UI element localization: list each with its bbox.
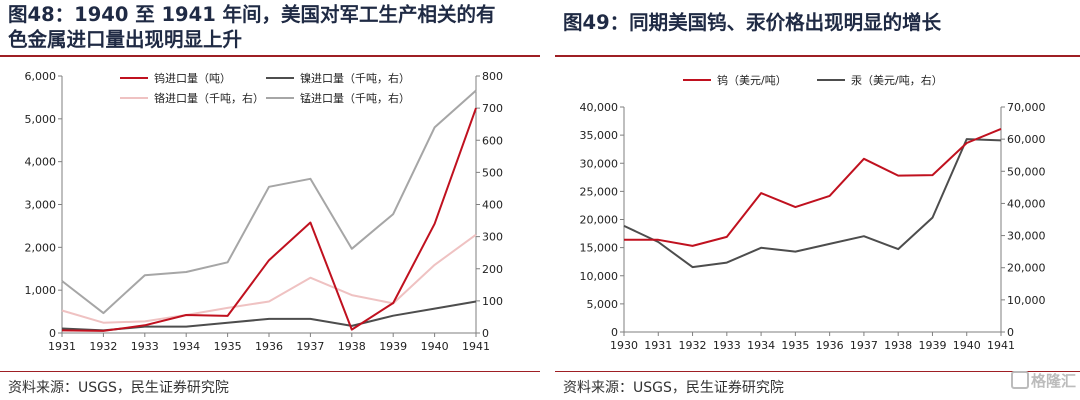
left-series-line-4 bbox=[61, 89, 477, 315]
watermark: 格隆汇 bbox=[1010, 370, 1076, 391]
left-figure-panel: 图48：1940 至 1941 年间，美国对军工生产相关的有 色金属进口量出现明… bbox=[0, 2, 540, 396]
right-x-tick-label: 1931 bbox=[644, 339, 672, 352]
left-right-tick-label: 300 bbox=[482, 231, 503, 244]
right-left-tick-label: 35,000 bbox=[580, 129, 619, 142]
left-title-rule bbox=[0, 55, 540, 57]
left-series-line-2 bbox=[61, 300, 477, 332]
right-left-tick-label: 30,000 bbox=[580, 157, 619, 170]
left-left-tick-label: 4,000 bbox=[25, 156, 57, 169]
left-x-tick-label: 1933 bbox=[131, 340, 159, 353]
watermark-text: 格隆汇 bbox=[1030, 372, 1076, 390]
right-x-tick-label: 1932 bbox=[679, 339, 707, 352]
left-figure-title: 图48：1940 至 1941 年间，美国对军工生产相关的有 色金属进口量出现明… bbox=[8, 2, 496, 52]
right-x-tick-label: 1936 bbox=[816, 339, 844, 352]
left-x-tick-label: 1936 bbox=[255, 340, 283, 353]
right-chart: 0 5,000 10,000 15,000 20,000 25,000 30,000 35,0… bbox=[580, 73, 1046, 352]
left-legend-label-2: 镍进口量（千吨，右） bbox=[300, 71, 410, 85]
right-right-tick-label: 30,000 bbox=[1007, 230, 1046, 243]
left-legend-label-4: 锰进口量（千吨，右） bbox=[300, 91, 410, 105]
right-left-tick-label: 25,000 bbox=[580, 185, 619, 198]
left-title-line2: 色金属进口量出现明显上升 bbox=[8, 28, 243, 51]
right-figure-title: 图49：同期美国钨、汞价格出现明显的增长 bbox=[563, 11, 942, 34]
right-series-line-1 bbox=[624, 127, 1002, 247]
left-source: 资料来源：USGS，民生证券研究院 bbox=[8, 380, 229, 396]
left-series-line-3 bbox=[61, 233, 477, 324]
right-series-line-2 bbox=[623, 138, 1002, 269]
left-x-tick-label: 1940 bbox=[421, 340, 449, 353]
left-left-tick-label: 2,000 bbox=[25, 241, 57, 254]
left-right-tick-label: 200 bbox=[482, 263, 503, 276]
right-left-tick-label: 15,000 bbox=[580, 242, 619, 255]
left-right-tick-label: 700 bbox=[482, 102, 503, 115]
left-right-tick-label: 800 bbox=[482, 70, 503, 83]
right-right-tick-label: 20,000 bbox=[1007, 262, 1046, 275]
right-x-tick-label: 1938 bbox=[884, 339, 912, 352]
left-x-tick-label: 1937 bbox=[296, 340, 324, 353]
left-left-tick-label: 1,000 bbox=[25, 284, 57, 297]
right-x-tick-label: 1940 bbox=[953, 339, 981, 352]
left-left-tick-label: 6,000 bbox=[25, 70, 57, 83]
left-x-tick-label: 1938 bbox=[338, 340, 366, 353]
left-legend-label-1: 钨进口量（吨） bbox=[154, 72, 231, 85]
right-x-tick-label: 1935 bbox=[781, 339, 809, 352]
left-legend-label-3: 铬进口量（千吨，右） bbox=[154, 91, 264, 105]
right-x-tick-label: 1937 bbox=[850, 339, 878, 352]
right-x-tick-label: 1941 bbox=[987, 339, 1015, 352]
right-right-tick-label: 60,000 bbox=[1007, 133, 1046, 146]
right-source-rule bbox=[555, 371, 1080, 372]
right-x-tick-label: 1930 bbox=[610, 339, 638, 352]
left-right-tick-label: 500 bbox=[482, 166, 503, 179]
left-x-tick-label: 1934 bbox=[172, 340, 200, 353]
right-legend-label-2: 汞（美元/吨，右） bbox=[851, 73, 943, 87]
right-left-tick-label: 0 bbox=[611, 326, 618, 339]
left-right-tick-label: 600 bbox=[482, 134, 503, 147]
right-left-tick-label: 5,000 bbox=[587, 298, 619, 311]
right-right-tick-label: 50,000 bbox=[1007, 165, 1046, 178]
left-left-tick-label: 5,000 bbox=[25, 113, 57, 126]
left-right-tick-label: 400 bbox=[482, 199, 503, 212]
left-title-line1: 图48：1940 至 1941 年间，美国对军工生产相关的有 bbox=[8, 3, 496, 26]
left-x-tick-label: 1941 bbox=[462, 340, 490, 353]
left-right-tick-label: 0 bbox=[482, 327, 489, 340]
left-x-tick-label: 1931 bbox=[48, 340, 76, 353]
right-right-tick-label: 70,000 bbox=[1007, 101, 1046, 114]
right-left-tick-label: 40,000 bbox=[580, 101, 619, 114]
right-title-rule bbox=[555, 55, 1080, 57]
left-left-tick-label: 3,000 bbox=[25, 199, 57, 212]
right-x-tick-label: 1933 bbox=[713, 339, 741, 352]
left-x-tick-label: 1932 bbox=[89, 340, 117, 353]
right-x-tick-label: 1939 bbox=[918, 339, 946, 352]
left-x-tick-label: 1935 bbox=[214, 340, 242, 353]
right-figure-panel: 图49：同期美国钨、汞价格出现明显的增长 0 5,000 10,000 15,000 2… bbox=[555, 0, 1080, 400]
right-right-tick-label: 10,000 bbox=[1007, 294, 1046, 307]
right-left-tick-label: 20,000 bbox=[580, 214, 619, 227]
watermark-logo-icon bbox=[1010, 371, 1029, 389]
left-x-tick-label: 1939 bbox=[379, 340, 407, 353]
left-chart: 0 1,000 2,000 3,000 4,000 5,000 6,000 0 100 200 30… bbox=[25, 70, 504, 353]
right-x-tick-label: 1934 bbox=[747, 339, 775, 352]
right-legend-label-1: 钨（美元/吨） bbox=[717, 74, 787, 87]
right-left-tick-label: 10,000 bbox=[580, 270, 619, 283]
right-source: 资料来源：USGS，民生证券研究院 bbox=[563, 380, 784, 396]
left-series-line-1 bbox=[61, 107, 477, 332]
right-right-tick-label: 40,000 bbox=[1007, 197, 1046, 210]
left-source-rule bbox=[0, 371, 540, 372]
left-right-tick-label: 100 bbox=[482, 295, 503, 308]
right-right-tick-label: 0 bbox=[1007, 326, 1014, 339]
left-left-tick-label: 0 bbox=[49, 327, 56, 340]
